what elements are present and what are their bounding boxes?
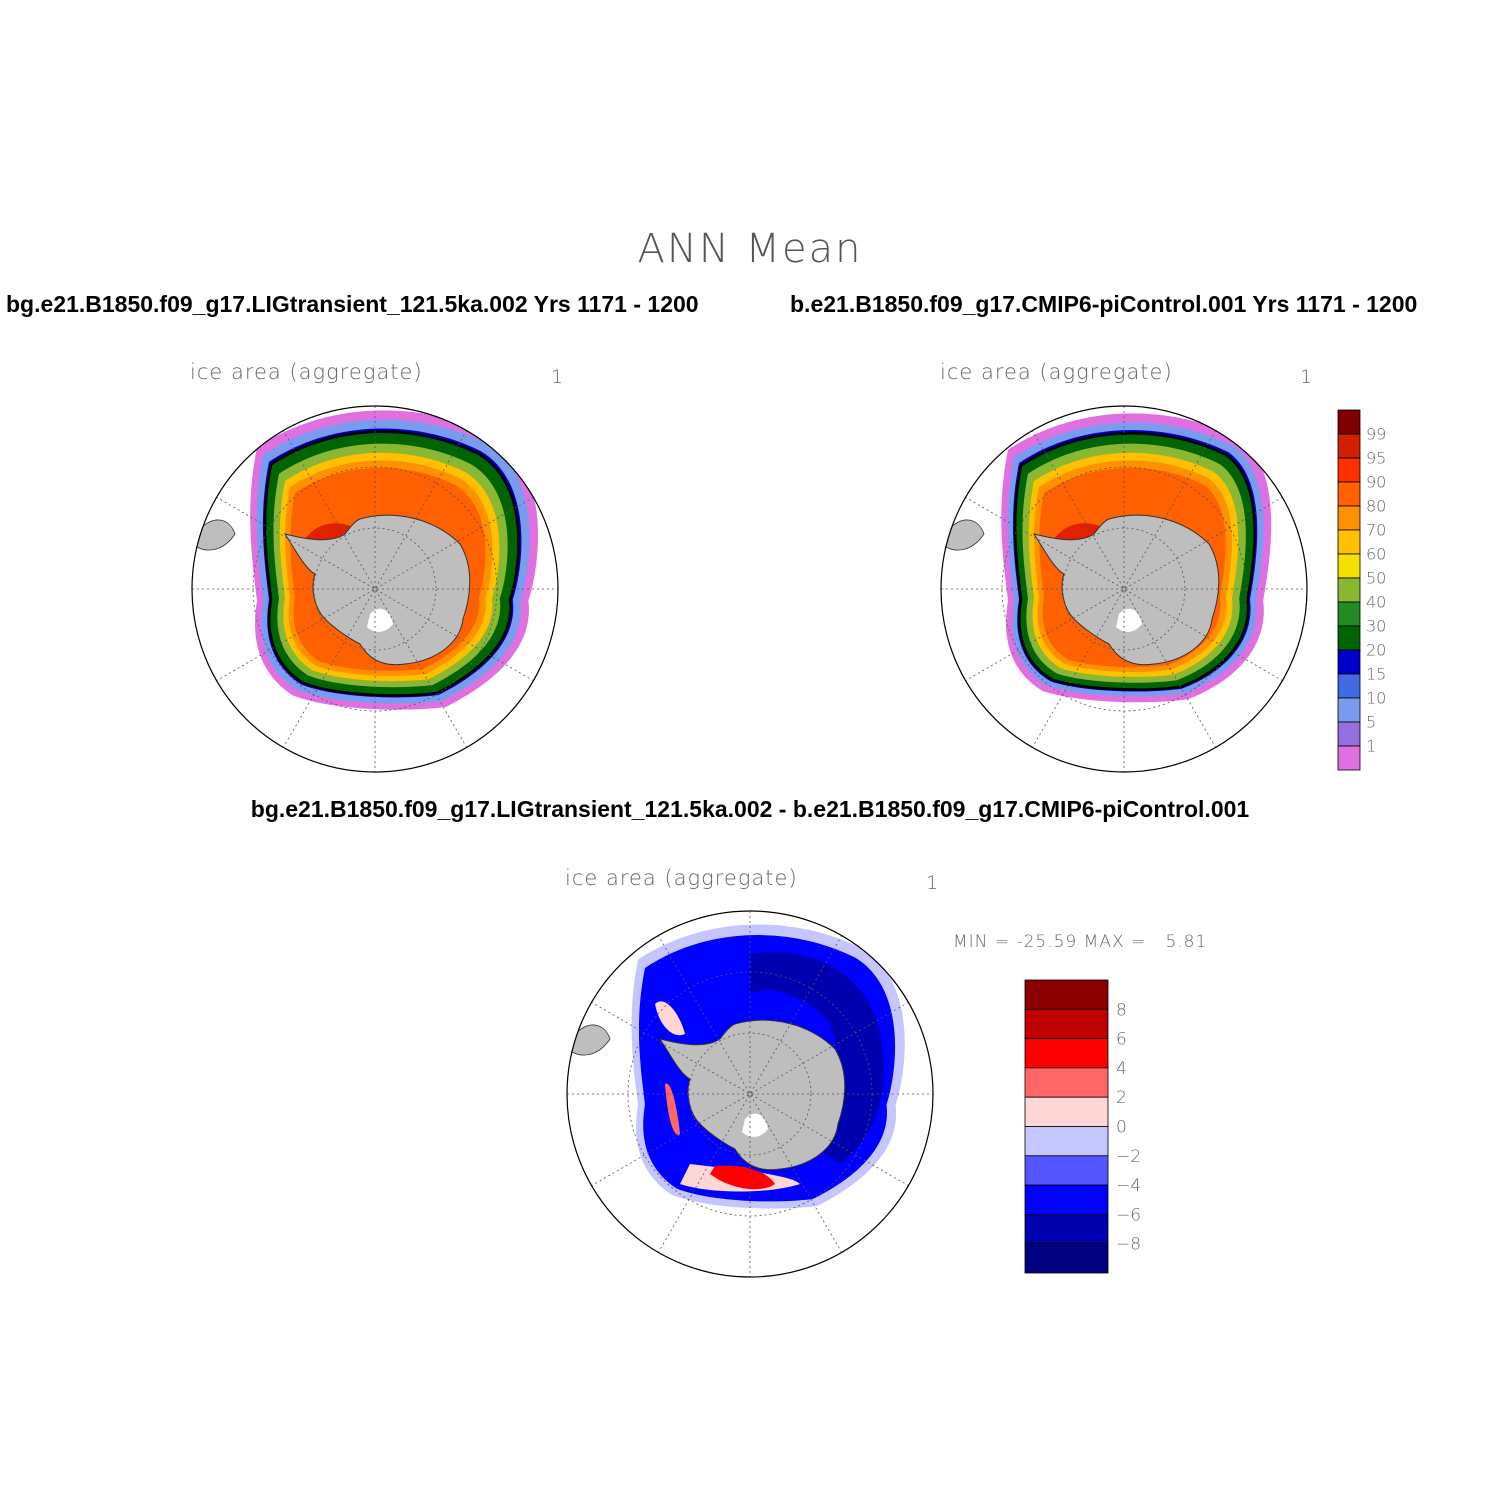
concentration-colorbar-label: 90 xyxy=(1366,473,1386,492)
difference-colorbar: 8 6 4 2 0 −2 −4 −6 −8 xyxy=(1024,979,1141,1274)
concentration-colorbar-swatch xyxy=(1337,505,1361,531)
concentration-colorbar-label: 50 xyxy=(1366,569,1386,588)
difference-colorbar-swatch xyxy=(1024,1155,1109,1186)
concentration-colorbar-label: 70 xyxy=(1366,521,1386,540)
difference-colorbar-label: −8 xyxy=(1116,1235,1141,1255)
diff-min-max: MIN = -25.59 MAX = 5.81 xyxy=(953,932,1208,952)
concentration-colorbar-swatch xyxy=(1337,697,1361,723)
concentration-colorbar-swatch xyxy=(1337,457,1361,483)
concentration-colorbar-swatch xyxy=(1337,649,1361,675)
case1-units: 1 xyxy=(551,366,564,388)
concentration-colorbar-label: 20 xyxy=(1366,641,1386,660)
difference-colorbar-label: 2 xyxy=(1116,1088,1127,1108)
concentration-colorbar-swatch xyxy=(1337,745,1361,771)
concentration-colorbar-label: 15 xyxy=(1366,665,1386,684)
figure-title: ANN Mean xyxy=(637,226,863,272)
concentration-colorbar-swatch xyxy=(1337,673,1361,699)
concentration-colorbar-label: 30 xyxy=(1366,617,1386,636)
diff-map-border xyxy=(566,910,934,1278)
case2-polar-map xyxy=(941,406,1307,772)
concentration-colorbar-swatch xyxy=(1337,481,1361,507)
case1-polar-map xyxy=(192,406,558,772)
concentration-colorbar-label: 5 xyxy=(1366,713,1376,732)
difference-colorbar-swatch xyxy=(1024,1008,1109,1039)
difference-colorbar-label: −4 xyxy=(1116,1176,1141,1196)
difference-colorbar-swatch xyxy=(1024,1067,1109,1098)
difference-colorbar-label: −6 xyxy=(1116,1205,1141,1225)
difference-colorbar-swatch xyxy=(1024,1214,1109,1245)
concentration-colorbar-label: 10 xyxy=(1366,689,1386,708)
case2-ice-edge-contour xyxy=(1013,431,1257,691)
diff-region-red-west xyxy=(665,1083,680,1135)
diff-region-pink-west xyxy=(655,1001,685,1036)
difference-colorbar-swatch xyxy=(1024,1096,1109,1127)
concentration-colorbar-swatch xyxy=(1337,433,1361,459)
concentration-colorbar-label: 80 xyxy=(1366,497,1386,516)
concentration-colorbar-label: 40 xyxy=(1366,593,1386,612)
case2-map-border xyxy=(940,405,1308,773)
concentration-colorbar-swatch xyxy=(1337,577,1361,603)
diff-ross-ice-shelf xyxy=(742,1113,768,1137)
diff-polar-map xyxy=(567,911,933,1277)
case2-title: b.e21.B1850.f09_g17.CMIP6-piControl.001 … xyxy=(790,291,1418,317)
diff-graticule xyxy=(567,911,933,1277)
difference-colorbar-swatch xyxy=(1024,979,1109,1010)
concentration-colorbar-swatch xyxy=(1337,625,1361,651)
diff-units: 1 xyxy=(926,872,939,894)
diff-south-america xyxy=(571,1024,611,1056)
diff-region-dark-blue-east xyxy=(750,952,884,1164)
concentration-colorbar: 99 95 90 80 70 60 50 40 30 20 15 10 5 1 xyxy=(1337,409,1386,771)
difference-title: bg.e21.B1850.f09_g17.LIGtransient_121.5k… xyxy=(250,796,1250,822)
difference-colorbar-label: 4 xyxy=(1116,1059,1127,1079)
concentration-colorbar-swatch xyxy=(1337,409,1361,435)
case1-variable-title: ice area (aggregate) xyxy=(190,360,423,384)
case2-south-america xyxy=(945,519,985,551)
concentration-colorbar-label: 95 xyxy=(1366,449,1386,468)
concentration-colorbar-swatch xyxy=(1337,553,1361,579)
case2-variable-title: ice area (aggregate) xyxy=(940,360,1173,384)
concentration-colorbar-swatch xyxy=(1337,601,1361,627)
concentration-colorbar-swatch xyxy=(1337,529,1361,555)
difference-colorbar-label: 8 xyxy=(1116,1000,1127,1020)
diff-region-red-south xyxy=(710,1165,775,1190)
case2-units: 1 xyxy=(1300,366,1313,388)
case1-ross-ice-shelf xyxy=(367,608,393,632)
difference-colorbar-label: 6 xyxy=(1116,1030,1127,1050)
concentration-colorbar-label: 99 xyxy=(1366,425,1386,444)
case2-graticule xyxy=(941,406,1307,772)
case1-south-america xyxy=(196,519,236,551)
case1-title: bg.e21.B1850.f09_g17.LIGtransient_121.5k… xyxy=(6,291,699,317)
diff-variable-title: ice area (aggregate) xyxy=(565,866,798,890)
concentration-colorbar-swatch xyxy=(1337,721,1361,747)
case1-ice-edge-contour xyxy=(263,430,520,697)
case1-graticule xyxy=(192,406,558,772)
case1-map-border xyxy=(191,405,559,773)
difference-colorbar-swatch xyxy=(1024,1126,1109,1157)
difference-colorbar-label: 0 xyxy=(1116,1117,1127,1137)
difference-colorbar-swatch xyxy=(1024,1184,1109,1215)
concentration-colorbar-label: 1 xyxy=(1366,737,1376,756)
case2-ross-ice-shelf xyxy=(1116,608,1142,632)
difference-colorbar-swatch xyxy=(1024,1038,1109,1069)
difference-colorbar-swatch xyxy=(1024,1243,1109,1274)
concentration-colorbar-label: 60 xyxy=(1366,545,1386,564)
difference-colorbar-label: −2 xyxy=(1116,1147,1141,1167)
